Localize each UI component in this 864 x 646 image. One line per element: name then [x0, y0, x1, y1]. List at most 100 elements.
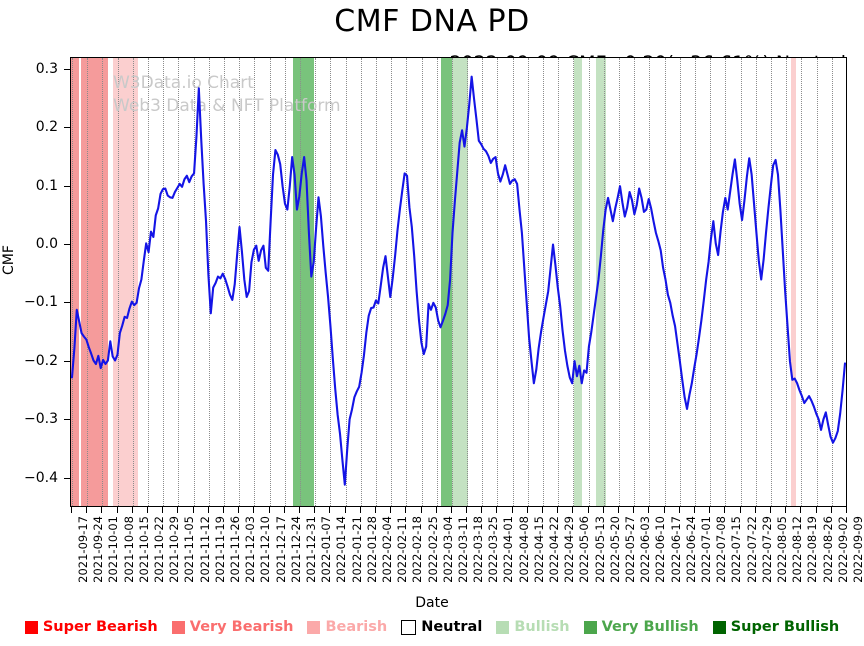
x-axis-tick-label: 2021-12-31 — [303, 516, 318, 583]
x-axis-tick-label: 2022-08-12 — [790, 516, 805, 583]
x-axis-tick-label: 2022-01-21 — [349, 516, 364, 583]
legend-item[interactable]: Very Bullish — [583, 619, 699, 635]
x-axis-tick-label: 2022-08-05 — [775, 516, 790, 583]
x-axis-tick — [618, 507, 620, 513]
x-axis-tick — [754, 507, 756, 513]
legend-swatch-icon — [583, 620, 597, 634]
x-axis-tick-label: 2021-11-19 — [212, 516, 227, 583]
x-axis-tick — [481, 507, 483, 513]
x-axis-tick — [496, 507, 498, 513]
grid-line — [223, 58, 225, 506]
grid-line — [102, 58, 104, 506]
x-axis-tick-label: 2021-09-24 — [91, 516, 106, 583]
legend-item[interactable]: Bullish — [496, 619, 570, 635]
x-axis-tick — [815, 507, 817, 513]
chart-legend: Super Bearish Very Bearish Bearish Neutral B… — [0, 619, 864, 635]
legend-swatch-icon — [24, 620, 38, 634]
y-axis-tick — [64, 302, 70, 304]
grid-line — [771, 58, 773, 506]
legend-item[interactable]: Super Bullish — [712, 619, 840, 635]
x-axis-tick — [663, 507, 665, 513]
legend-item[interactable]: Neutral — [401, 619, 482, 635]
grid-line — [588, 58, 590, 506]
grid-line — [512, 58, 514, 506]
x-axis-tick — [253, 507, 255, 513]
grid-line — [725, 58, 727, 506]
legend-swatch-icon — [401, 619, 417, 635]
x-axis-tick-label: 2022-01-14 — [334, 516, 349, 583]
x-axis-tick — [116, 507, 118, 513]
x-axis-tick-label: 2021-12-10 — [258, 516, 273, 583]
grid-line — [239, 58, 241, 506]
grid-line — [299, 58, 301, 506]
x-axis-tick-label: 2022-03-25 — [486, 516, 501, 583]
x-axis-tick — [511, 507, 513, 513]
y-axis-tick — [64, 68, 70, 70]
x-axis-tick-label: 2022-02-25 — [425, 516, 440, 583]
legend-label: Neutral — [421, 619, 483, 635]
x-axis-tick-label: 2022-02-11 — [395, 516, 410, 583]
x-axis-tick-label: 2022-06-03 — [638, 516, 653, 583]
grid-line — [710, 58, 712, 506]
x-axis-tick — [344, 507, 346, 513]
x-axis-tick-label: 2021-12-17 — [273, 516, 288, 583]
legend-label: Very Bearish — [189, 619, 294, 635]
grid-line — [451, 58, 453, 506]
x-axis-tick — [830, 507, 832, 513]
x-axis-tick-label: 2022-07-22 — [744, 516, 759, 583]
x-axis-tick-label: 2022-06-17 — [668, 516, 683, 583]
sentiment-band — [451, 58, 469, 506]
grid-line — [527, 58, 529, 506]
x-axis-tick — [770, 507, 772, 513]
y-axis-tick — [64, 360, 70, 362]
x-axis-tick-label: 2022-02-18 — [410, 516, 425, 583]
grid-line — [482, 58, 484, 506]
grid-line — [193, 58, 195, 506]
x-axis-tick-label: 2022-04-22 — [547, 516, 562, 583]
x-axis-tick-label: 2022-02-04 — [379, 516, 394, 583]
y-axis-tick-label: −0.3 — [24, 411, 58, 428]
x-axis-tick — [450, 507, 452, 513]
grid-line — [497, 58, 499, 506]
x-axis-tick-label: 2022-07-15 — [729, 516, 744, 583]
grid-line — [558, 58, 560, 506]
grid-line — [619, 58, 621, 506]
grid-line — [360, 58, 362, 506]
grid-line — [330, 58, 332, 506]
x-axis-tick-label: 2022-01-07 — [319, 516, 334, 583]
grid-line — [679, 58, 681, 506]
x-axis-tick-label: 2021-11-26 — [227, 516, 242, 583]
x-axis-tick — [602, 507, 604, 513]
grid-line — [132, 58, 134, 506]
x-axis-tick — [542, 507, 544, 513]
legend-item[interactable]: Very Bearish — [171, 619, 294, 635]
legend-swatch-icon — [712, 620, 726, 634]
x-axis-tick-label: 2021-10-15 — [136, 516, 151, 583]
grid-line — [543, 58, 545, 506]
x-axis: 2021-09-17 2021-09-24 2021-10-01 2021-10-08… — [70, 507, 864, 607]
x-axis-tick — [709, 507, 711, 513]
legend-label: Super Bullish — [730, 619, 840, 635]
x-axis-tick — [298, 507, 300, 513]
x-axis-tick-label: 2021-10-08 — [121, 516, 136, 583]
grid-line — [634, 58, 636, 506]
legend-swatch-icon — [307, 620, 321, 634]
legend-item[interactable]: Super Bearish — [24, 619, 158, 635]
legend-item[interactable]: Bearish — [307, 619, 387, 635]
grid-line — [147, 58, 149, 506]
x-axis-label: Date — [415, 595, 449, 611]
y-axis: 0.3 0.2 0.1 0.0 −0.1 −0.2 −0.3 −0.4 — [0, 57, 70, 507]
cmf-line-series — [71, 75, 846, 486]
x-axis-tick-label: 2022-08-26 — [820, 516, 835, 583]
x-axis-tick-label: 2022-03-18 — [471, 516, 486, 583]
y-axis-tick — [64, 127, 70, 129]
y-axis-tick-label: −0.1 — [24, 294, 58, 311]
x-axis-tick — [283, 507, 285, 513]
x-axis-tick — [648, 507, 650, 513]
x-axis-tick — [739, 507, 741, 513]
x-axis-tick — [359, 507, 361, 513]
grid-line — [801, 58, 803, 506]
y-axis-tick — [64, 185, 70, 187]
grid-line — [816, 58, 818, 506]
